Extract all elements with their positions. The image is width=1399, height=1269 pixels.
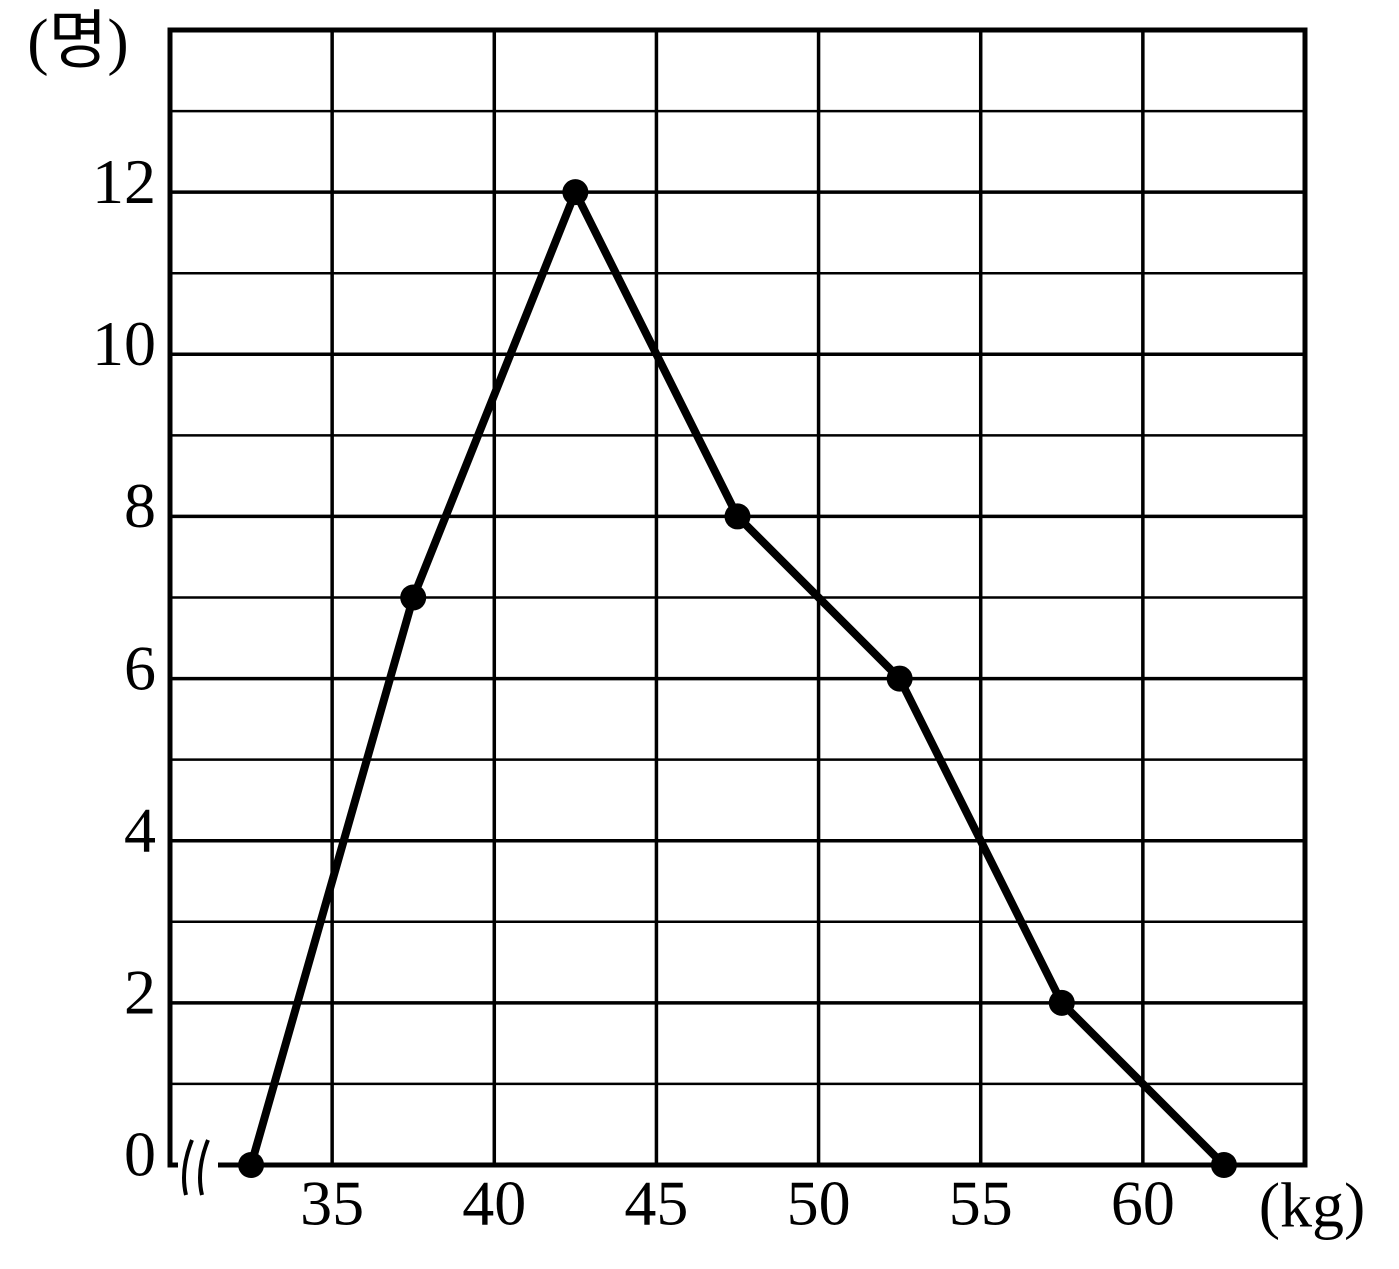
data-point [400, 584, 427, 611]
data-point [724, 503, 751, 530]
y-tick-label: 12 [92, 146, 156, 217]
x-tick-label: 50 [787, 1168, 851, 1239]
y-tick-label: 2 [124, 957, 156, 1028]
plot-frame [167, 27, 1308, 1168]
y-tick-label: 8 [124, 470, 156, 541]
grid [170, 30, 1305, 1167]
data-point [1210, 1152, 1237, 1178]
x-tick-label: 55 [949, 1168, 1013, 1239]
x-tick-label: 40 [462, 1168, 526, 1239]
y-tick-label: 0 [124, 1119, 156, 1190]
axis-break [182, 1139, 210, 1196]
x-axis-label: (kg) [1259, 1170, 1366, 1241]
y-tick-label: 6 [124, 632, 156, 703]
y-axis-label: (명) [27, 6, 129, 77]
data-point [886, 665, 913, 692]
y-tick-label: 10 [92, 308, 156, 379]
y-tick-label: 4 [124, 794, 156, 865]
x-tick-label: 35 [300, 1168, 364, 1239]
data-point [1048, 989, 1075, 1016]
x-tick-label: 45 [624, 1168, 688, 1239]
data-point [238, 1152, 265, 1178]
data-point [562, 179, 589, 206]
x-tick-label: 60 [1111, 1168, 1175, 1239]
